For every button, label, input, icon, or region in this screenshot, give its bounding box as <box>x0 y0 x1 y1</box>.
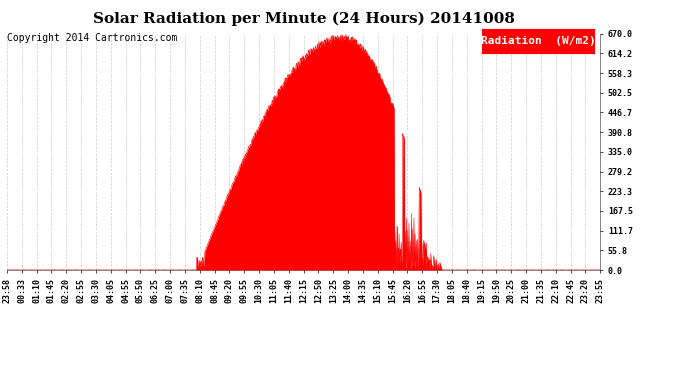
Title: Solar Radiation per Minute (24 Hours) 20141008: Solar Radiation per Minute (24 Hours) 20… <box>92 12 515 27</box>
Text: Copyright 2014 Cartronics.com: Copyright 2014 Cartronics.com <box>7 33 177 43</box>
